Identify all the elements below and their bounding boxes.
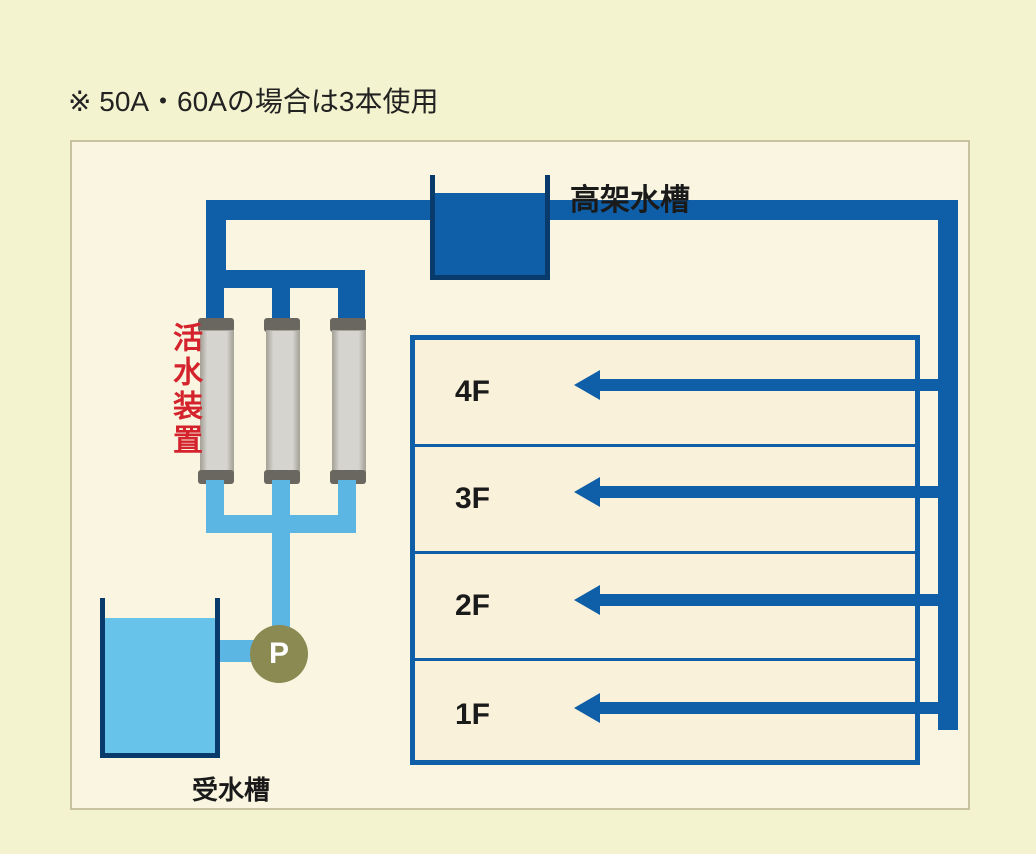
- pipe-light: [272, 480, 290, 520]
- floor-supply-line: [600, 379, 958, 391]
- arrow-head-icon: [574, 477, 600, 507]
- receiving-tank-water: [105, 618, 215, 753]
- pump-label: P: [269, 637, 289, 671]
- filter-tube: [266, 330, 300, 476]
- pipe-dark: [206, 200, 226, 275]
- pipe-dark: [206, 270, 224, 325]
- arrow-head-icon: [574, 693, 600, 723]
- floor-supply-line: [600, 486, 958, 498]
- receiving-tank-label: 受水槽: [192, 770, 270, 807]
- filter-tube: [332, 330, 366, 476]
- elevated-tank-water: [435, 193, 545, 275]
- pipe-light: [338, 480, 356, 520]
- building: 4F 3F 2F 1F: [410, 335, 920, 765]
- floor-label: 2F: [455, 589, 490, 623]
- pump: P: [250, 625, 308, 683]
- floor-label: 4F: [455, 375, 490, 409]
- note-text: ※ 50A・60Aの場合は3本使用: [68, 80, 438, 120]
- floor-label: 1F: [455, 698, 490, 732]
- pipe-dark: [272, 270, 290, 325]
- floor-supply-line: [600, 702, 958, 714]
- floor-row: 1F: [415, 661, 915, 768]
- floor-supply-line: [600, 594, 958, 606]
- arrow-head-icon: [574, 370, 600, 400]
- elevated-tank: [430, 175, 550, 280]
- pipe-dark: [347, 270, 365, 325]
- receiving-tank: [100, 598, 220, 758]
- activator-label: 活水装置: [162, 322, 206, 458]
- elevated-tank-label: 高架水槽: [570, 175, 690, 219]
- floor-row: 3F: [415, 447, 915, 554]
- floor-label: 3F: [455, 482, 490, 516]
- floor-row: 2F: [415, 554, 915, 661]
- floor-row: 4F: [415, 340, 915, 447]
- arrow-head-icon: [574, 585, 600, 615]
- pipe-light: [206, 480, 224, 520]
- pipe-dark: [938, 200, 958, 730]
- diagram-canvas: ※ 50A・60Aの場合は3本使用高架水槽 4F 3F 2F 1F 受水槽 P 活水装置: [0, 0, 1036, 854]
